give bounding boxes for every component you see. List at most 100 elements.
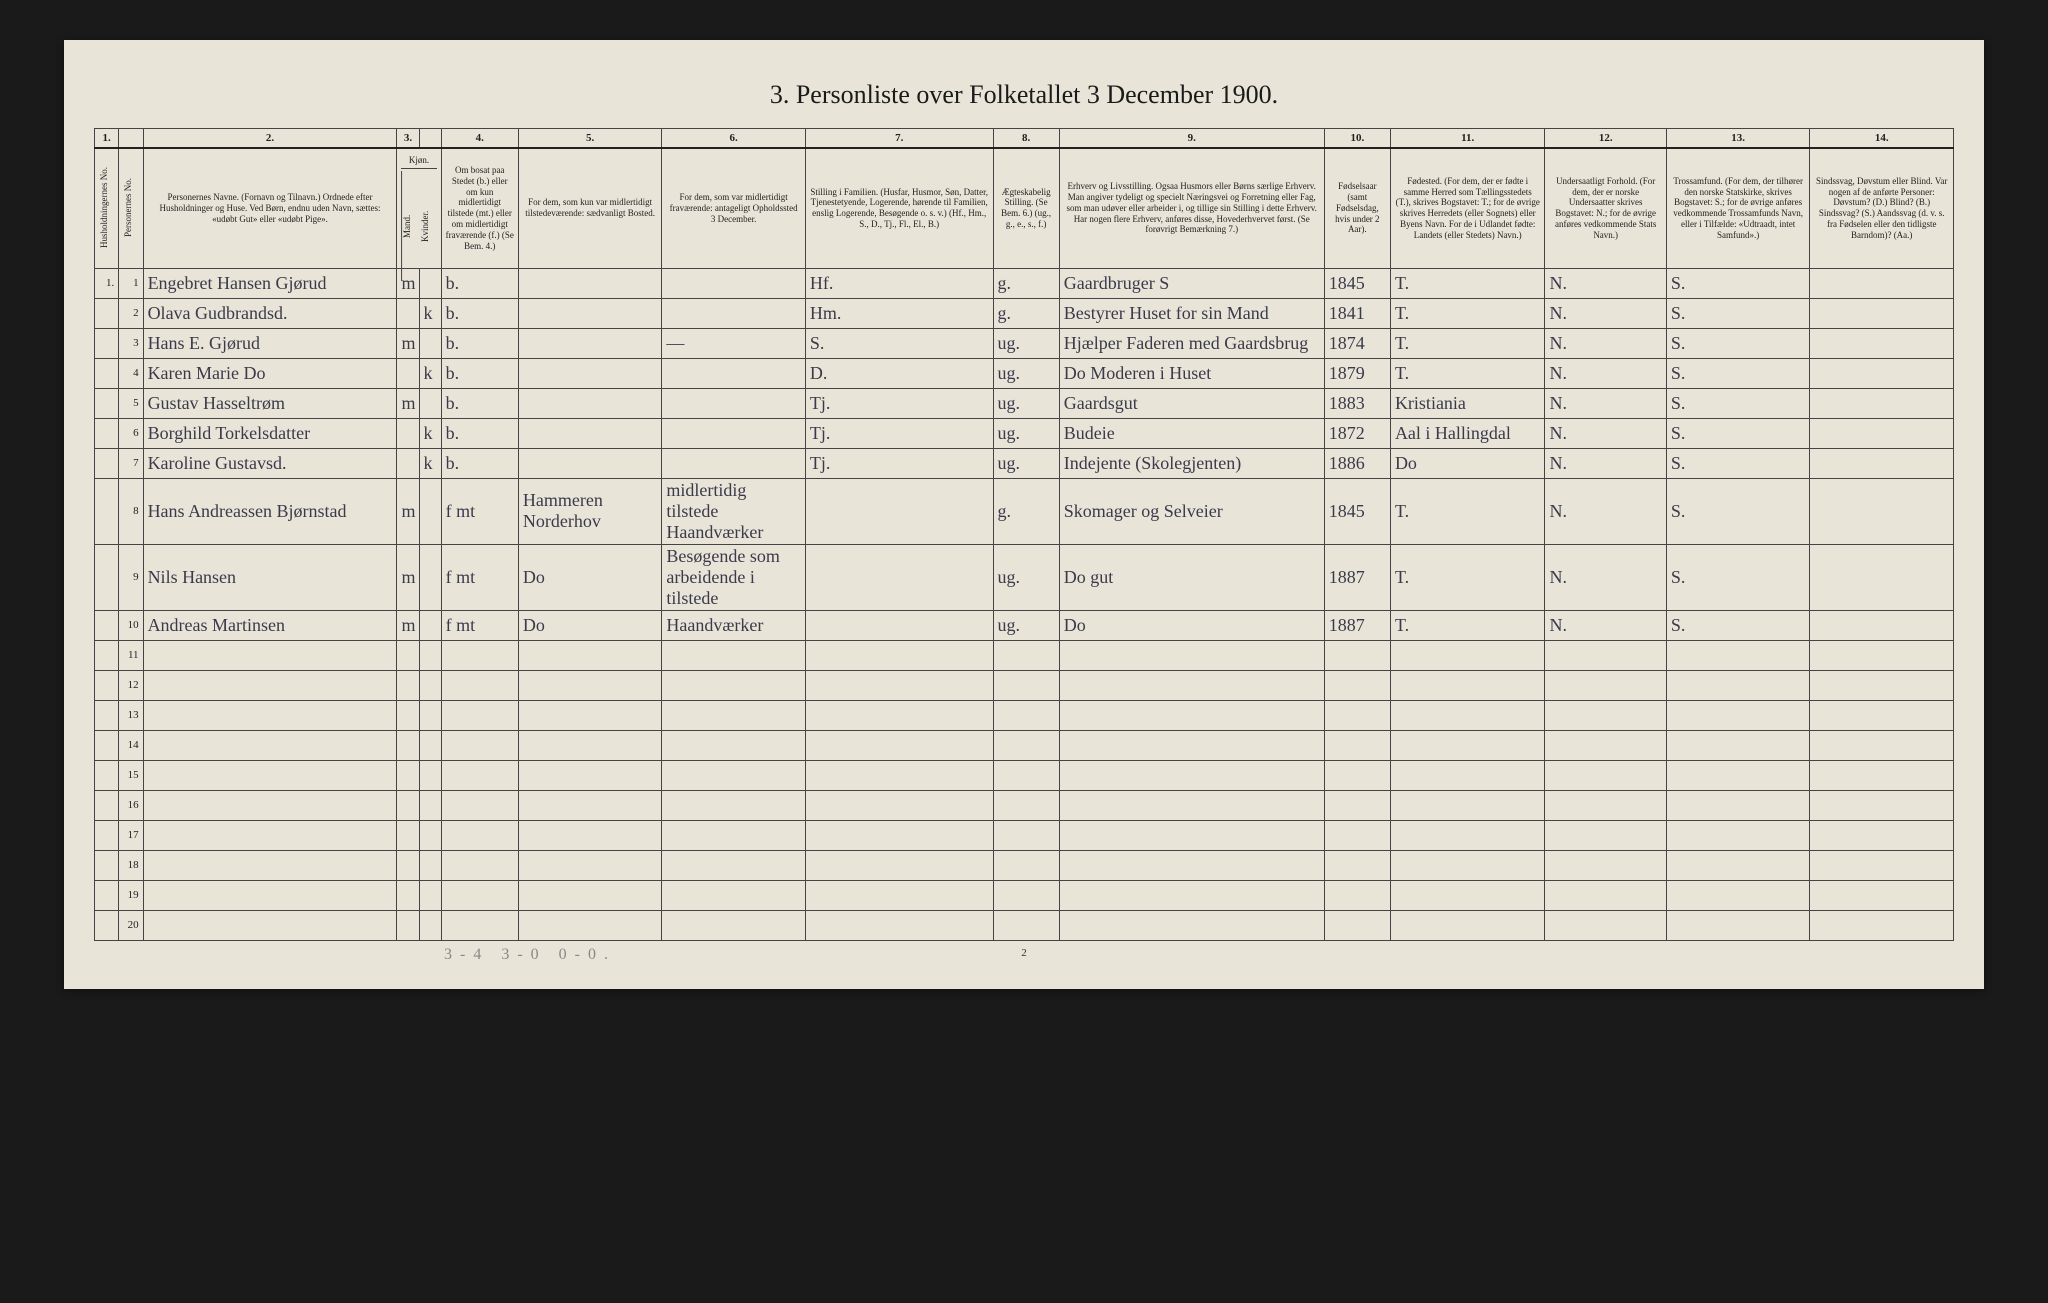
cell-c12: N. <box>1545 448 1666 478</box>
column-number: 2. <box>143 129 397 149</box>
cell-empty <box>441 880 518 910</box>
cell-pno: 1 <box>119 268 143 298</box>
cell-empty <box>1810 850 1954 880</box>
cell-k <box>419 328 441 358</box>
cell-empty <box>441 850 518 880</box>
cell-pno: 3 <box>119 328 143 358</box>
cell-empty <box>95 700 119 730</box>
cell-empty <box>441 820 518 850</box>
cell-c6 <box>662 298 806 328</box>
column-number: 14. <box>1810 129 1954 149</box>
table-row: 9Nils Hansenmf mtDoBesøgende som arbeide… <box>95 544 1954 610</box>
cell-empty <box>662 880 806 910</box>
cell-hno <box>95 610 119 640</box>
header-9: Erhverv og Livsstilling. Ogsaa Husmors e… <box>1059 148 1324 268</box>
header-4: Om bosat paa Stedet (b.) eller om kun mi… <box>441 148 518 268</box>
cell-empty <box>1545 640 1666 670</box>
cell-c7: S. <box>805 328 993 358</box>
cell-c13: S. <box>1666 358 1810 388</box>
cell-c10: 1886 <box>1324 448 1390 478</box>
cell-m <box>397 418 419 448</box>
cell-empty <box>662 910 806 940</box>
cell-empty <box>1545 820 1666 850</box>
column-number: 8. <box>993 129 1059 149</box>
cell-m <box>397 448 419 478</box>
header-10: Fødselsaar (samt Fødselsdag, hvis under … <box>1324 148 1390 268</box>
cell-empty <box>805 670 993 700</box>
cell-c10: 1887 <box>1324 610 1390 640</box>
cell-empty <box>95 910 119 940</box>
cell-empty <box>441 670 518 700</box>
cell-empty <box>805 730 993 760</box>
cell-c5 <box>518 388 662 418</box>
cell-empty <box>95 640 119 670</box>
cell-c13: S. <box>1666 418 1810 448</box>
cell-empty <box>805 700 993 730</box>
cell-c5 <box>518 328 662 358</box>
cell-empty <box>397 790 419 820</box>
cell-c12: N. <box>1545 298 1666 328</box>
cell-empty <box>1810 730 1954 760</box>
cell-c11: T. <box>1390 610 1545 640</box>
pencil-annotation: 3-4 3-0 0-0. <box>444 946 616 964</box>
cell-c14 <box>1810 388 1954 418</box>
cell-c12: N. <box>1545 388 1666 418</box>
cell-empty <box>1810 790 1954 820</box>
cell-c9: Skomager og Selveier <box>1059 478 1324 544</box>
cell-c13: S. <box>1666 388 1810 418</box>
cell-c12: N. <box>1545 478 1666 544</box>
cell-empty <box>1666 910 1810 940</box>
header-1a: Husholdningernes No. <box>99 153 110 263</box>
cell-k <box>419 478 441 544</box>
cell-name: Borghild Torkelsdatter <box>143 418 397 448</box>
cell-empty: 13 <box>119 700 143 730</box>
cell-empty <box>1059 760 1324 790</box>
cell-empty <box>441 730 518 760</box>
table-row-empty: 13 <box>95 700 1954 730</box>
cell-c9: Do <box>1059 610 1324 640</box>
cell-empty <box>1545 790 1666 820</box>
cell-empty <box>1390 910 1545 940</box>
cell-empty <box>1059 640 1324 670</box>
cell-hno: 1. <box>95 268 119 298</box>
cell-empty <box>143 670 397 700</box>
cell-c14 <box>1810 478 1954 544</box>
cell-c9: Indejente (Skolegjenten) <box>1059 448 1324 478</box>
cell-c7: Tj. <box>805 418 993 448</box>
cell-c8: g. <box>993 478 1059 544</box>
cell-m <box>397 358 419 388</box>
cell-empty <box>397 910 419 940</box>
cell-c8: ug. <box>993 328 1059 358</box>
cell-c5: Hammeren Norderhov <box>518 478 662 544</box>
cell-c6 <box>662 418 806 448</box>
cell-empty <box>1059 850 1324 880</box>
cell-c12: N. <box>1545 328 1666 358</box>
column-number <box>119 129 143 149</box>
cell-empty <box>95 730 119 760</box>
page-number: 2 <box>94 947 1954 959</box>
cell-empty <box>143 880 397 910</box>
page-title: 3. Personliste over Folketallet 3 Decemb… <box>94 80 1954 110</box>
header-3b: Kvinder. <box>420 171 437 281</box>
cell-empty <box>95 820 119 850</box>
cell-empty <box>1810 670 1954 700</box>
cell-hno <box>95 418 119 448</box>
cell-empty <box>518 730 662 760</box>
cell-empty <box>1324 880 1390 910</box>
cell-c11: T. <box>1390 358 1545 388</box>
cell-empty <box>1666 670 1810 700</box>
cell-name: Hans Andreassen Bjørnstad <box>143 478 397 544</box>
cell-c8: ug. <box>993 610 1059 640</box>
cell-empty <box>419 880 441 910</box>
cell-c5: Do <box>518 610 662 640</box>
cell-empty <box>1666 700 1810 730</box>
cell-empty <box>993 910 1059 940</box>
cell-empty <box>1390 850 1545 880</box>
cell-m: m <box>397 478 419 544</box>
cell-empty <box>1545 880 1666 910</box>
table-row: 2Olava Gudbrandsd.kb.Hm.g.Bestyrer Huset… <box>95 298 1954 328</box>
column-number: 10. <box>1324 129 1390 149</box>
header-row: Husholdningernes No. Personernes No. Per… <box>95 148 1954 268</box>
cell-c8: ug. <box>993 544 1059 610</box>
cell-empty <box>1666 730 1810 760</box>
